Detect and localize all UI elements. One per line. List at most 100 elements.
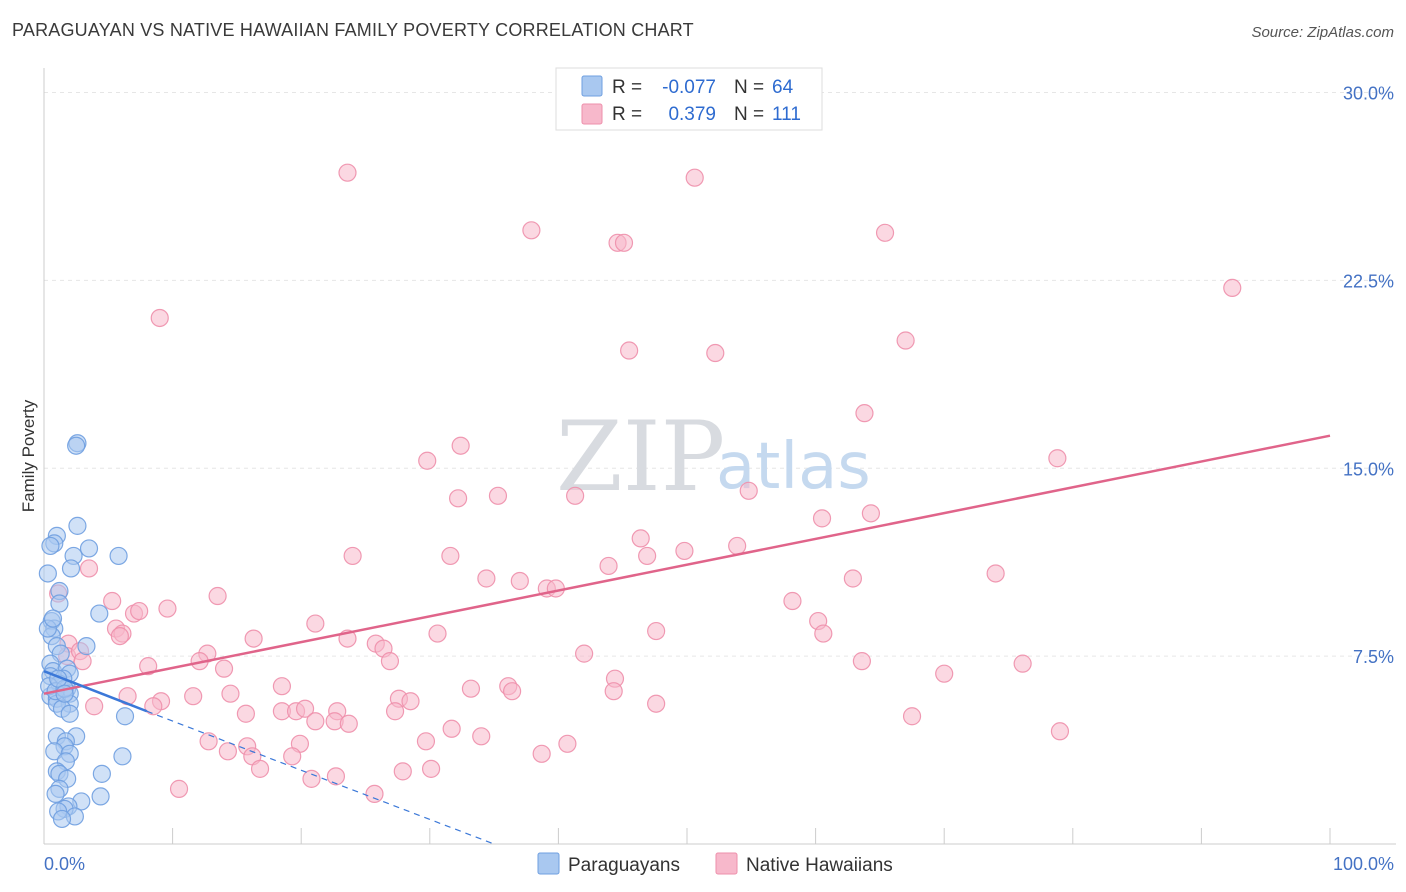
point-native-hawaiians <box>244 629 263 648</box>
trend-line-native-hawaiians <box>43 434 1331 695</box>
y-tick-label: 7.5% <box>1353 647 1394 667</box>
y-tick-label: 30.0% <box>1343 84 1394 104</box>
point-paraguayans <box>61 559 81 578</box>
x-ticks <box>172 828 1331 844</box>
point-native-hawaiians <box>861 504 880 523</box>
point-native-hawaiians <box>532 744 551 763</box>
point-native-hawaiians <box>599 556 618 576</box>
x-tick-label-min: 0.0% <box>44 854 85 874</box>
point-native-hawaiians <box>631 529 650 548</box>
point-native-hawaiians <box>158 599 177 618</box>
point-native-hawaiians <box>218 742 237 761</box>
point-native-hawaiians <box>647 621 666 641</box>
point-native-hawaiians <box>852 652 871 671</box>
point-native-hawaiians <box>675 541 694 561</box>
point-native-hawaiians <box>522 221 541 240</box>
legend-r-label-1: R = <box>612 104 642 125</box>
point-native-hawaiians <box>902 707 922 726</box>
point-paraguayans <box>67 436 86 455</box>
point-native-hawaiians <box>139 657 158 676</box>
point-native-hawaiians <box>221 684 240 703</box>
point-native-hawaiians <box>214 659 234 678</box>
point-native-hawaiians <box>144 697 163 716</box>
point-paraguayans <box>113 747 132 766</box>
point-paraguayans <box>91 787 110 806</box>
point-native-hawaiians <box>385 702 405 721</box>
point-native-hawaiians <box>380 652 400 671</box>
point-native-hawaiians <box>421 759 441 778</box>
trend-line-paraguayans <box>43 669 148 713</box>
point-paraguayans <box>115 707 135 726</box>
bottom-legend: Paraguayans Native Hawaiians <box>537 852 893 876</box>
point-native-hawaiians <box>472 727 491 746</box>
point-native-hawaiians <box>306 712 325 731</box>
point-native-hawaiians <box>1048 449 1067 468</box>
point-native-hawaiians <box>302 769 321 788</box>
axes <box>43 68 1396 845</box>
point-native-hawaiians <box>208 586 227 606</box>
point-paraguayans <box>50 594 69 613</box>
point-native-hawaiians <box>295 699 315 718</box>
bottom-legend-label-paraguayans: Paraguayans <box>568 855 680 876</box>
bottom-legend-swatch-paraguayans <box>537 852 560 875</box>
point-native-hawaiians <box>488 486 508 505</box>
point-paraguayans <box>79 539 99 558</box>
point-native-hawaiians <box>575 644 594 663</box>
point-native-hawaiians <box>986 564 1005 583</box>
point-native-hawaiians <box>875 223 895 242</box>
point-native-hawaiians <box>130 601 149 621</box>
point-native-hawaiians <box>338 163 357 182</box>
point-native-hawaiians <box>614 233 634 252</box>
point-native-hawaiians <box>416 732 436 751</box>
point-native-hawaiians <box>739 481 758 500</box>
watermark-atlas: atlas <box>716 430 871 504</box>
point-paraguayans <box>46 784 65 804</box>
point-native-hawaiians <box>306 614 325 633</box>
legend-n-label-1: N = <box>734 104 764 125</box>
legend-n-label-0: N = <box>734 77 764 98</box>
point-paraguayans <box>38 564 57 583</box>
point-native-hawaiians <box>184 687 203 706</box>
point-native-hawaiians <box>448 489 468 508</box>
point-native-hawaiians <box>477 569 496 588</box>
point-native-hawaiians <box>566 486 585 505</box>
point-native-hawaiians <box>728 536 747 556</box>
point-native-hawaiians <box>236 704 256 723</box>
point-native-hawaiians <box>441 546 460 566</box>
y-tick-label: 15.0% <box>1343 459 1394 479</box>
point-paraguayans <box>68 516 87 535</box>
trend-lines <box>43 434 1331 845</box>
point-native-hawaiians <box>365 784 384 804</box>
point-native-hawaiians <box>393 762 412 781</box>
point-native-hawaiians <box>843 569 862 588</box>
legend-n-value-1: 111 <box>772 104 801 125</box>
source-label: Source: ZipAtlas.com <box>1251 24 1394 41</box>
point-native-hawaiians <box>510 571 529 591</box>
point-native-hawaiians <box>855 404 874 423</box>
legend-r-value-0: -0.077 <box>662 77 716 98</box>
point-paraguayans <box>77 637 96 656</box>
point-native-hawaiians <box>1223 278 1242 298</box>
bottom-legend-label-native-hawaiians: Native Hawaiians <box>746 855 893 876</box>
point-native-hawaiians <box>272 677 292 696</box>
watermark: ZIP atlas <box>556 401 871 513</box>
point-native-hawaiians <box>558 734 577 753</box>
point-paraguayans <box>109 546 128 566</box>
point-native-hawaiians <box>935 664 954 683</box>
y-tick-label: 22.5% <box>1343 271 1394 291</box>
bottom-legend-swatch-native-hawaiians <box>715 852 738 875</box>
point-native-hawaiians <box>150 308 169 328</box>
point-native-hawaiians <box>339 714 358 733</box>
chart-title: PARAGUAYAN VS NATIVE HAWAIIAN FAMILY POV… <box>12 20 694 40</box>
point-native-hawaiians <box>604 682 623 701</box>
point-paraguayans <box>43 609 63 628</box>
point-native-hawaiians <box>503 682 522 701</box>
point-native-hawaiians <box>706 343 725 363</box>
legend-swatch-native-hawaiians <box>581 103 603 125</box>
point-native-hawaiians <box>110 626 129 646</box>
point-paraguayans <box>60 704 79 723</box>
y-tick-labels: 7.5% 15.0% 22.5% 30.0% <box>1343 84 1394 668</box>
point-native-hawaiians <box>85 697 104 716</box>
gridlines <box>44 92 1396 657</box>
